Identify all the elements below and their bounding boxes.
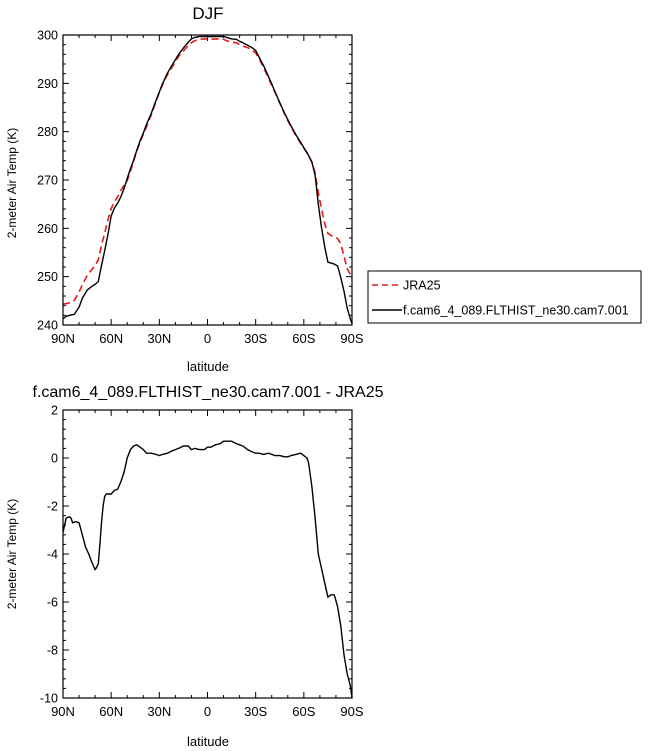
x-tick-label: 60N bbox=[99, 331, 123, 346]
legend-label-jra25: JRA25 bbox=[403, 279, 441, 293]
y-tick-label: -6 bbox=[47, 596, 58, 610]
series-line-2 bbox=[62, 35, 353, 324]
y-tick-label: -10 bbox=[40, 692, 58, 706]
x-tick-label: 30S bbox=[244, 704, 267, 719]
top-x-axis-label: latitude bbox=[187, 359, 229, 374]
y-tick-label: -2 bbox=[47, 500, 58, 514]
bottom-chart-title: f.cam6_4_089.FLTHIST_ne30.cam7.001 - JRA… bbox=[33, 384, 384, 401]
top-plot-frame bbox=[62, 34, 353, 326]
top-chart-title: DJF bbox=[192, 4, 223, 23]
y-tick-label: 0 bbox=[51, 452, 58, 466]
bottom-plot-frame bbox=[62, 409, 353, 699]
x-tick-label: 0 bbox=[204, 331, 211, 346]
legend-box bbox=[367, 270, 642, 324]
top-panel: DJF 2-meter Air Temp (K) latitude 90N 60N… bbox=[5, 4, 364, 374]
bottom-x-axis-label: latitude bbox=[187, 734, 229, 749]
bottom-series-lines bbox=[62, 440, 353, 699]
bottom-ticks: 90N 60N 30N 0 30S 60S 90S -10 -8 -6 -4 -2 0 2 bbox=[40, 404, 364, 720]
x-tick-label: 90N bbox=[51, 704, 75, 719]
y-tick-label: -4 bbox=[47, 548, 58, 562]
x-tick-label: 60N bbox=[99, 704, 123, 719]
y-tick-label: 290 bbox=[37, 77, 58, 91]
bottom-y-axis-label: 2-meter Air Temp (K) bbox=[5, 499, 19, 609]
x-tick-label: 60S bbox=[292, 704, 315, 719]
y-tick-label: 250 bbox=[37, 270, 58, 284]
legend-label-model: f.cam6_4_089.FLTHIST_ne30.cam7.001 bbox=[403, 304, 629, 318]
y-tick-label: 270 bbox=[37, 174, 58, 188]
y-tick-label: 280 bbox=[37, 125, 58, 139]
y-tick-label: 260 bbox=[37, 222, 58, 236]
top-series-lines bbox=[62, 35, 353, 324]
top-y-axis-label: 2-meter Air Temp (K) bbox=[5, 128, 19, 238]
x-tick-label: 60S bbox=[292, 331, 315, 346]
x-tick-label: 90N bbox=[51, 331, 75, 346]
x-tick-label: 90S bbox=[340, 704, 363, 719]
series-line-1 bbox=[62, 440, 353, 699]
x-tick-label: 30N bbox=[147, 331, 171, 346]
series-line-1 bbox=[62, 38, 353, 305]
x-tick-label: 30S bbox=[244, 331, 267, 346]
y-tick-label: 2 bbox=[51, 404, 58, 418]
y-tick-label: 300 bbox=[37, 29, 58, 43]
legend: JRA25 f.cam6_4_089.FLTHIST_ne30.cam7.001 bbox=[367, 270, 642, 324]
x-tick-label: 30N bbox=[147, 704, 171, 719]
x-tick-label: 0 bbox=[204, 704, 211, 719]
y-tick-label: 240 bbox=[37, 319, 58, 333]
x-tick-label: 90S bbox=[340, 331, 363, 346]
y-tick-label: -8 bbox=[47, 644, 58, 658]
top-ticks: 90N 60N 30N 0 30S 60S 90S 240 250 260 270 280 290 300 bbox=[37, 29, 364, 347]
bottom-panel: f.cam6_4_089.FLTHIST_ne30.cam7.001 - JRA… bbox=[5, 384, 384, 749]
